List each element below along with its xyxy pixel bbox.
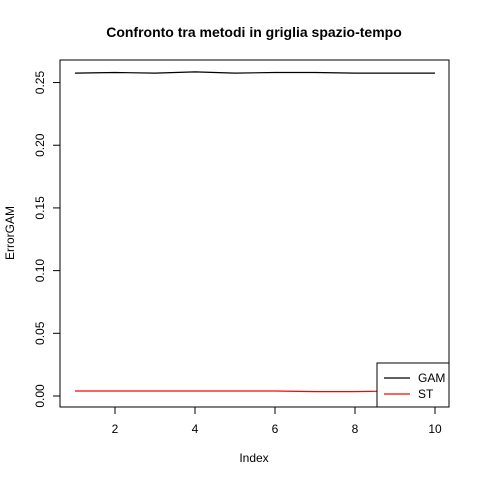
series-layer [74, 71, 435, 393]
x-tick-label: 10 [428, 422, 442, 436]
y-tick-label: 0.20 [33, 133, 47, 157]
y-tick-label: 0.25 [33, 71, 47, 95]
y-tick-label: 0.15 [33, 196, 47, 220]
series-line-st [75, 390, 435, 393]
x-axis-label: Index [239, 451, 268, 465]
y-tick-label: 0.00 [33, 384, 47, 408]
x-tick-label: 8 [352, 422, 359, 436]
x-tick-label: 6 [272, 422, 279, 436]
legend-box [376, 362, 450, 408]
x-tick-label: 2 [112, 422, 119, 436]
y-tick-label: 0.10 [33, 259, 47, 283]
y-axis-label: ErrorGAM [3, 206, 17, 260]
legend-label-gam: GAM [418, 371, 445, 385]
y-tick-label: 0.05 [33, 321, 47, 345]
legend: GAM ST [376, 362, 450, 408]
series-line-gam [74, 71, 435, 74]
plot-frame [59, 59, 450, 408]
chart-title: Confronto tra metodi in griglia spazio-t… [106, 24, 402, 40]
legend-label-st: ST [418, 387, 434, 401]
y-axis: 0.00 0.05 0.10 0.15 0.20 0.25 [33, 71, 61, 408]
x-tick-label: 4 [192, 422, 199, 436]
x-axis: 2 4 6 8 10 [112, 406, 442, 436]
